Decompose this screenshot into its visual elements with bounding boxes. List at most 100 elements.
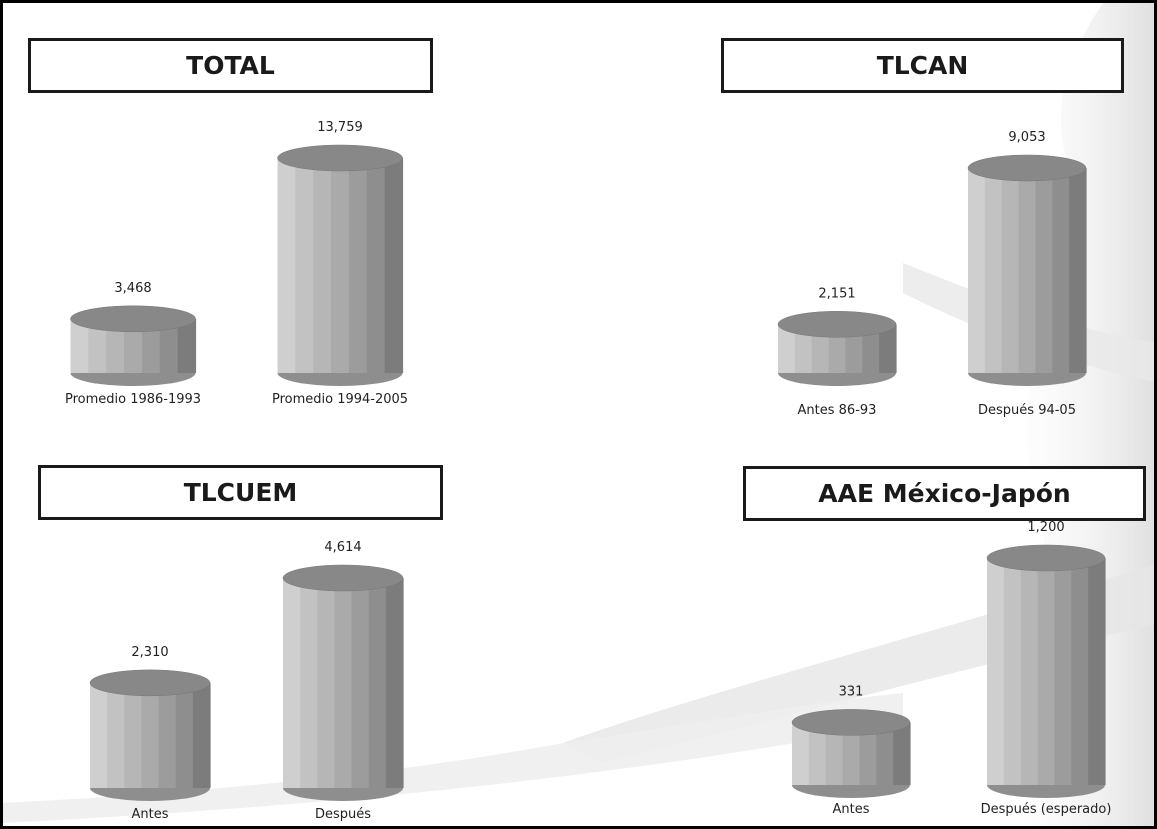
- bar-stripe: [70, 318, 89, 373]
- bar-stripe: [987, 558, 1005, 785]
- bar-stripe: [1052, 168, 1070, 373]
- bar-stripe: [879, 324, 897, 373]
- bar-2: [277, 144, 404, 386]
- bar-base: [277, 373, 403, 386]
- bar-stripe: [351, 578, 370, 788]
- bar-stripe: [384, 158, 404, 373]
- bar-stripe: [1020, 558, 1039, 785]
- bar-stripe: [124, 318, 143, 373]
- bar-stripe: [808, 722, 827, 785]
- bar-stripe: [968, 168, 986, 373]
- bar-stripe: [317, 578, 336, 788]
- bar-stripe: [1088, 558, 1106, 785]
- category-label-1: Antes: [832, 802, 869, 817]
- bar-stripe: [1037, 558, 1056, 785]
- bar-stripe: [295, 158, 314, 373]
- bar-stripe: [792, 722, 810, 785]
- bar-stripe: [1054, 558, 1072, 785]
- data-label-2: 13,759: [317, 120, 363, 135]
- bar-base: [70, 373, 196, 386]
- bar-stripe: [331, 158, 350, 373]
- category-label-1: Antes: [131, 807, 168, 822]
- bar-stripe: [366, 158, 386, 373]
- chart-tlcan: 2,151 Antes 86-93 9,053 Después 94-05: [777, 130, 1087, 418]
- bar-top: [986, 544, 1106, 572]
- bar-stripe: [794, 324, 813, 373]
- chart-title-tlcuem: TLCUEM: [38, 465, 443, 520]
- bar-base: [90, 788, 210, 801]
- data-label-2: 4,614: [324, 540, 361, 555]
- category-label-2: Después: [315, 807, 371, 822]
- bar-top: [967, 154, 1087, 182]
- bar-stripe: [1071, 558, 1089, 785]
- data-label-2: 1,200: [1027, 520, 1064, 535]
- bar-stripe: [177, 318, 197, 373]
- bar-stripe: [107, 682, 125, 788]
- chart-total: 3,468 Promedio 1986-1993 13,759 Promedio 19…: [65, 120, 408, 407]
- bar-stripe: [842, 722, 861, 785]
- bar-stripe: [385, 578, 404, 788]
- chart-tlcuem: 2,310 Antes 4,614 Después: [89, 540, 404, 822]
- chart-title-tlcan: TLCAN: [721, 38, 1124, 93]
- bar-stripe: [88, 318, 107, 373]
- data-label-1: 331: [839, 684, 864, 699]
- category-label-2: Después 94-05: [978, 403, 1076, 418]
- bar-top: [70, 305, 196, 333]
- chart-title-aae: AAE México-Japón: [743, 466, 1146, 521]
- bar-2: [967, 154, 1087, 386]
- chart-aae: 331 Antes 1,200 Después (esperado): [791, 520, 1112, 817]
- bar-stripe: [1018, 168, 1037, 373]
- bar-stripe: [277, 158, 296, 373]
- bar-stripe: [1069, 168, 1087, 373]
- category-label-1: Antes 86-93: [798, 403, 877, 418]
- bar-top: [89, 669, 211, 697]
- bar-stripe: [348, 158, 368, 373]
- category-label-2: Promedio 1994-2005: [272, 392, 408, 407]
- bar-stripe: [334, 578, 353, 788]
- data-label-1: 2,310: [131, 645, 168, 660]
- bar-stripe: [778, 324, 796, 373]
- bar-stripe: [124, 682, 143, 788]
- bar-stripe: [825, 722, 844, 785]
- bar-stripe: [1003, 558, 1022, 785]
- bar-stripe: [862, 324, 880, 373]
- chart-title-total: TOTAL: [28, 38, 433, 93]
- bar-stripe: [859, 722, 877, 785]
- bar-stripe: [90, 682, 108, 788]
- bar-stripe: [158, 682, 177, 788]
- bar-stripe: [141, 682, 160, 788]
- bar-2: [986, 544, 1106, 798]
- bar-base: [792, 785, 910, 798]
- bar-base: [283, 788, 403, 801]
- bar-top: [777, 311, 897, 338]
- data-label-1: 3,468: [114, 281, 151, 296]
- bar-1: [791, 709, 911, 798]
- bar-base: [987, 785, 1105, 798]
- category-label-2: Después (esperado): [981, 802, 1112, 817]
- bar-stripe: [984, 168, 1003, 373]
- bar-stripe: [175, 682, 194, 788]
- bar-1: [777, 311, 897, 386]
- bar-stripe: [159, 318, 179, 373]
- bar-base: [778, 373, 896, 386]
- bar-top: [282, 564, 404, 592]
- bar-stripe: [313, 158, 332, 373]
- bar-1: [89, 669, 211, 801]
- bar-top: [277, 144, 403, 172]
- category-label-1: Promedio 1986-1993: [65, 392, 201, 407]
- bar-top: [791, 709, 911, 736]
- bar-2: [282, 564, 404, 801]
- bar-stripe: [192, 682, 211, 788]
- bar-stripe: [1001, 168, 1020, 373]
- bar-stripe: [283, 578, 301, 788]
- data-label-1: 2,151: [818, 286, 855, 301]
- bar-stripe: [300, 578, 318, 788]
- bar-stripe: [141, 318, 161, 373]
- bar-stripe: [893, 722, 911, 785]
- bar-base: [968, 373, 1086, 386]
- bar-stripe: [368, 578, 387, 788]
- bar-1: [70, 305, 197, 386]
- bar-stripe: [876, 722, 894, 785]
- data-label-2: 9,053: [1008, 130, 1045, 145]
- bar-stripe: [106, 318, 125, 373]
